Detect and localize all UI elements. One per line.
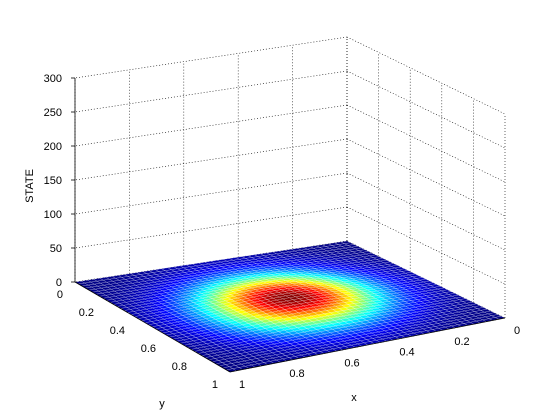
x-tick-label: 0.2	[454, 336, 469, 348]
grid-line	[74, 104, 348, 147]
y-tick-label: 0	[57, 289, 63, 301]
grid-line	[74, 36, 348, 79]
y-tick-label: 0.4	[110, 325, 125, 337]
grid-line	[346, 206, 506, 285]
tick-labels: 0 50 100 150 200 250 300 0 0.2 0.4 0.6 0.8 1 0 0.2 0.4 0…	[44, 73, 520, 391]
grid-line	[74, 70, 348, 113]
z-tick-label: 100	[44, 209, 62, 221]
grid-line	[74, 172, 348, 215]
grid-line	[346, 138, 506, 217]
z-tick-label: 50	[50, 243, 62, 255]
grid-line	[346, 36, 506, 115]
z-tick-label: 250	[44, 107, 62, 119]
z-tick-label: 150	[44, 175, 62, 187]
x-tick-label: 0.6	[344, 357, 359, 369]
z-tick-label: 0	[56, 277, 62, 289]
x-tick-label: 1	[239, 379, 245, 391]
x-axis-label: x	[351, 392, 357, 404]
grid-line	[346, 104, 506, 183]
x-axis-line	[229, 317, 506, 373]
y-tick-label: 0.2	[79, 307, 94, 319]
y-axis-label: y	[159, 398, 165, 410]
z-tick-label: 300	[44, 73, 62, 85]
y-tick-label: 0.8	[172, 361, 187, 373]
y-tick-label: 1	[212, 379, 218, 391]
surface-mesh	[74, 240, 506, 373]
y-axis-line	[74, 281, 231, 373]
axes	[71, 77, 506, 373]
grid-line	[74, 206, 348, 249]
y-tick-label: 0.6	[141, 343, 156, 355]
z-tick-label: 200	[44, 141, 62, 153]
x-tick-label: 0	[514, 325, 520, 337]
grid-line	[346, 172, 506, 251]
x-tick-label: 0.4	[399, 347, 414, 359]
grid-line	[346, 70, 506, 149]
x-tick-label: 0.8	[289, 368, 304, 380]
grid-line	[74, 138, 348, 181]
z-axis-label: STATE	[24, 169, 36, 203]
